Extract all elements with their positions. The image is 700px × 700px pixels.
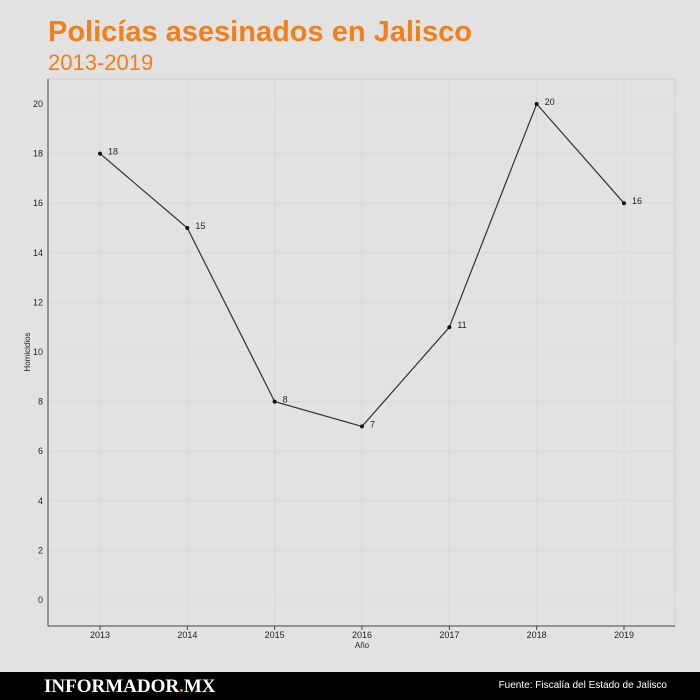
y-tick-label: 16 bbox=[33, 198, 43, 208]
x-tick-label: 2015 bbox=[265, 630, 285, 640]
y-tick-label: 20 bbox=[33, 99, 43, 109]
data-point bbox=[534, 102, 539, 106]
logo-suffix: MX bbox=[183, 676, 216, 697]
chart-subtitle: 2013-2019 bbox=[48, 50, 154, 75]
y-tick-label: 4 bbox=[38, 496, 43, 506]
chart-title: Policías asesinados en Jalisco bbox=[48, 16, 472, 48]
y-tick-label: 6 bbox=[38, 446, 43, 456]
informador-logo[interactable]: INFORMADOR.MX bbox=[44, 676, 216, 698]
x-tick-label: 2016 bbox=[352, 630, 372, 640]
logo-dot: . bbox=[179, 676, 184, 697]
y-tick-label: 10 bbox=[33, 347, 43, 357]
data-label: 15 bbox=[195, 221, 205, 231]
x-tick-label: 2018 bbox=[527, 630, 547, 640]
data-point bbox=[360, 424, 364, 429]
data-point bbox=[272, 399, 277, 404]
data-point bbox=[98, 151, 102, 156]
x-tick-label: 2019 bbox=[614, 630, 634, 640]
y-tick-label: 12 bbox=[33, 297, 43, 307]
data-point bbox=[185, 226, 190, 230]
data-label: 8 bbox=[283, 395, 288, 405]
y-axis-label: Homicidios bbox=[23, 332, 32, 371]
y-tick-label: 0 bbox=[38, 595, 43, 605]
data-point bbox=[447, 325, 452, 330]
y-tick-label: 18 bbox=[33, 149, 43, 159]
x-tick-label: 2014 bbox=[177, 630, 197, 640]
source-note: Fuente: Fiscalía del Estado de Jalisco bbox=[498, 680, 667, 691]
y-tick-label: 14 bbox=[33, 248, 43, 258]
x-tick-label: 2013 bbox=[90, 630, 110, 640]
y-tick-label: 8 bbox=[38, 397, 43, 407]
y-tick-label: 2 bbox=[38, 545, 43, 555]
data-label: 18 bbox=[108, 147, 118, 157]
logo-text: INFORMADOR bbox=[44, 676, 180, 697]
data-label: 20 bbox=[545, 97, 555, 107]
x-tick-label: 2017 bbox=[439, 630, 459, 640]
data-label: 11 bbox=[457, 320, 466, 330]
x-axis-label: Año bbox=[355, 641, 370, 650]
data-label: 16 bbox=[632, 196, 642, 206]
footer-bar: INFORMADOR.MX Fuente: Fiscalía del Estad… bbox=[0, 672, 700, 700]
data-label: 7 bbox=[370, 419, 375, 429]
data-point bbox=[622, 201, 626, 206]
